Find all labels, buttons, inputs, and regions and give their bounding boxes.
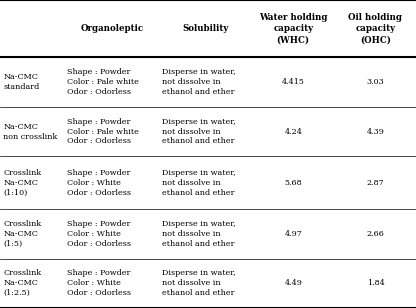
Text: Solubility: Solubility (183, 24, 229, 33)
Text: Disperse in water,
not dissolve in
ethanol and ether: Disperse in water, not dissolve in ethan… (162, 118, 236, 145)
Text: Disperse in water,
not dissolve in
ethanol and ether: Disperse in water, not dissolve in ethan… (162, 68, 236, 96)
Text: 4.24: 4.24 (285, 128, 302, 136)
Text: Crosslink
Na-CMC
(1:2.5): Crosslink Na-CMC (1:2.5) (3, 270, 42, 297)
Text: Shape : Powder
Color : Pale white
Odor : Odorless: Shape : Powder Color : Pale white Odor :… (67, 118, 139, 145)
Text: Disperse in water,
not dissolve in
ethanol and ether: Disperse in water, not dissolve in ethan… (162, 220, 236, 248)
Text: Water holding
capacity
(WHC): Water holding capacity (WHC) (259, 13, 327, 44)
Text: Na-CMC
standard: Na-CMC standard (3, 73, 40, 91)
Text: 4.97: 4.97 (285, 230, 302, 238)
Text: Organoleptic: Organoleptic (81, 24, 144, 33)
Text: Disperse in water,
not dissolve in
ethanol and ether: Disperse in water, not dissolve in ethan… (162, 169, 236, 197)
Text: 5.68: 5.68 (285, 179, 302, 187)
Text: 1.84: 1.84 (366, 279, 384, 287)
Text: Oil holding
capacity
(OHC): Oil holding capacity (OHC) (349, 13, 402, 44)
Text: Crosslink
Na-CMC
(1:5): Crosslink Na-CMC (1:5) (3, 220, 42, 248)
Text: 4.39: 4.39 (366, 128, 384, 136)
Text: 4.415: 4.415 (282, 78, 305, 86)
Text: 2.87: 2.87 (366, 179, 384, 187)
Text: 3.03: 3.03 (366, 78, 384, 86)
Text: 4.49: 4.49 (285, 279, 302, 287)
Text: Shape : Powder
Color : White
Odor : Odorless: Shape : Powder Color : White Odor : Odor… (67, 169, 131, 197)
Text: Na-CMC
non crosslink: Na-CMC non crosslink (3, 123, 58, 140)
Text: 2.66: 2.66 (366, 230, 384, 238)
Text: Disperse in water,
not dissolve in
ethanol and ether: Disperse in water, not dissolve in ethan… (162, 270, 236, 297)
Text: Shape : Powder
Color : White
Odor : Odorless: Shape : Powder Color : White Odor : Odor… (67, 270, 131, 297)
Text: Shape : Powder
Color : Pale white
Odor : Odorless: Shape : Powder Color : Pale white Odor :… (67, 68, 139, 96)
Text: Crosslink
Na-CMC
(1:10): Crosslink Na-CMC (1:10) (3, 169, 42, 197)
Text: Shape : Powder
Color : White
Odor : Odorless: Shape : Powder Color : White Odor : Odor… (67, 220, 131, 248)
